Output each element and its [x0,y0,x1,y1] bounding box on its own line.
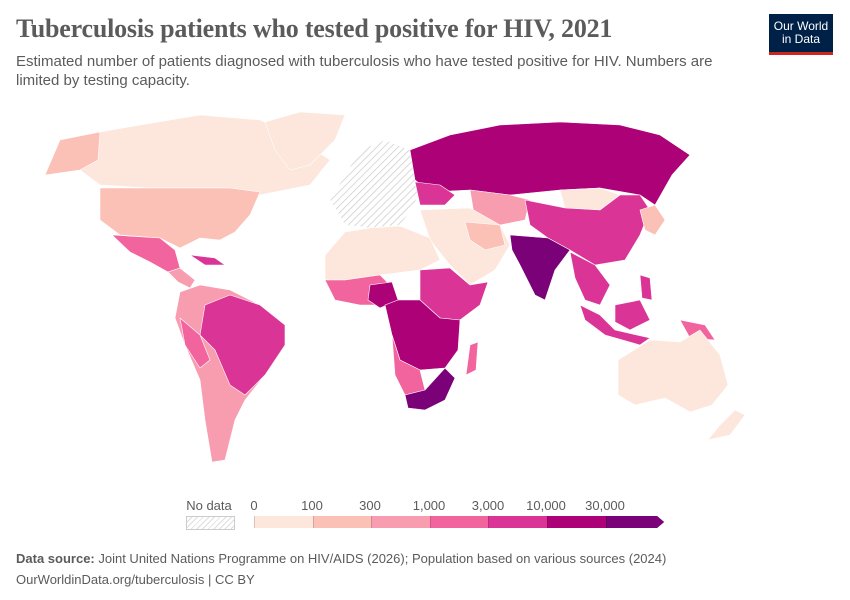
region-central-america[interactable] [167,267,196,289]
region-borneo-sulawesi[interactable] [614,299,651,331]
world-map[interactable] [0,100,850,490]
region-philippines[interactable] [639,274,653,301]
logo-line-2: in Data [781,32,821,46]
legend-tick: 1,000 [412,498,446,513]
legend-bin-1[interactable] [312,516,372,528]
map-legend: No data 0 100 300 1,000 3,000 10,000 30,… [0,495,850,535]
legend-tick: 3,000 [471,498,505,513]
region-australia[interactable] [617,329,729,413]
legend-tick: 30,000 [585,498,625,513]
region-india[interactable] [509,234,571,301]
legend-tick: 10,000 [526,498,566,513]
legend-bin-3[interactable] [429,516,489,528]
owid-logo[interactable]: Our World in Data [769,14,833,55]
region-indonesia[interactable] [579,304,651,346]
region-canada[interactable] [44,114,331,196]
logo-line-1: Our World [773,19,829,33]
region-ukraine-caucasus[interactable] [414,181,456,206]
legend-bin-4[interactable] [488,516,547,528]
legend-tick: 0 [250,498,258,513]
legend-bin-0[interactable] [254,516,313,528]
region-se-asia[interactable] [569,251,611,306]
region-madagascar[interactable] [465,341,479,376]
region-europe[interactable] [329,139,421,229]
region-caribbean[interactable] [189,254,226,266]
region-russia[interactable] [409,121,691,206]
region-png[interactable] [679,319,716,341]
source-url[interactable]: OurWorldinData.org/tuberculosis | CC BY [16,572,255,587]
region-new-zealand[interactable] [707,409,746,441]
footer: Data source: Joint United Nations Progra… [16,548,666,590]
region-south-africa[interactable] [404,367,456,411]
region-greenland[interactable] [264,111,346,171]
legend-bin-2[interactable] [371,516,430,528]
region-brazil[interactable] [199,294,286,396]
page-title: Tuberculosis patients who tested positiv… [16,14,613,43]
legend-no-data-swatch [186,516,235,530]
legend-tick: 100 [301,498,323,513]
source-label: Data source: [16,551,95,566]
legend-no-data-label: No data [186,498,232,513]
region-alaska[interactable] [44,131,101,176]
region-usa[interactable] [99,187,261,249]
legend-bin-5[interactable] [547,516,606,528]
legend-tick: 300 [359,498,381,513]
region-peru[interactable] [179,317,211,369]
legend-bin-6[interactable] [605,516,665,528]
region-iran[interactable] [464,221,506,251]
source-text: Joint United Nations Programme on HIV/AI… [94,551,667,566]
page-subtitle: Estimated number of patients diagnosed w… [16,53,713,89]
region-japan-korea[interactable] [639,204,666,236]
